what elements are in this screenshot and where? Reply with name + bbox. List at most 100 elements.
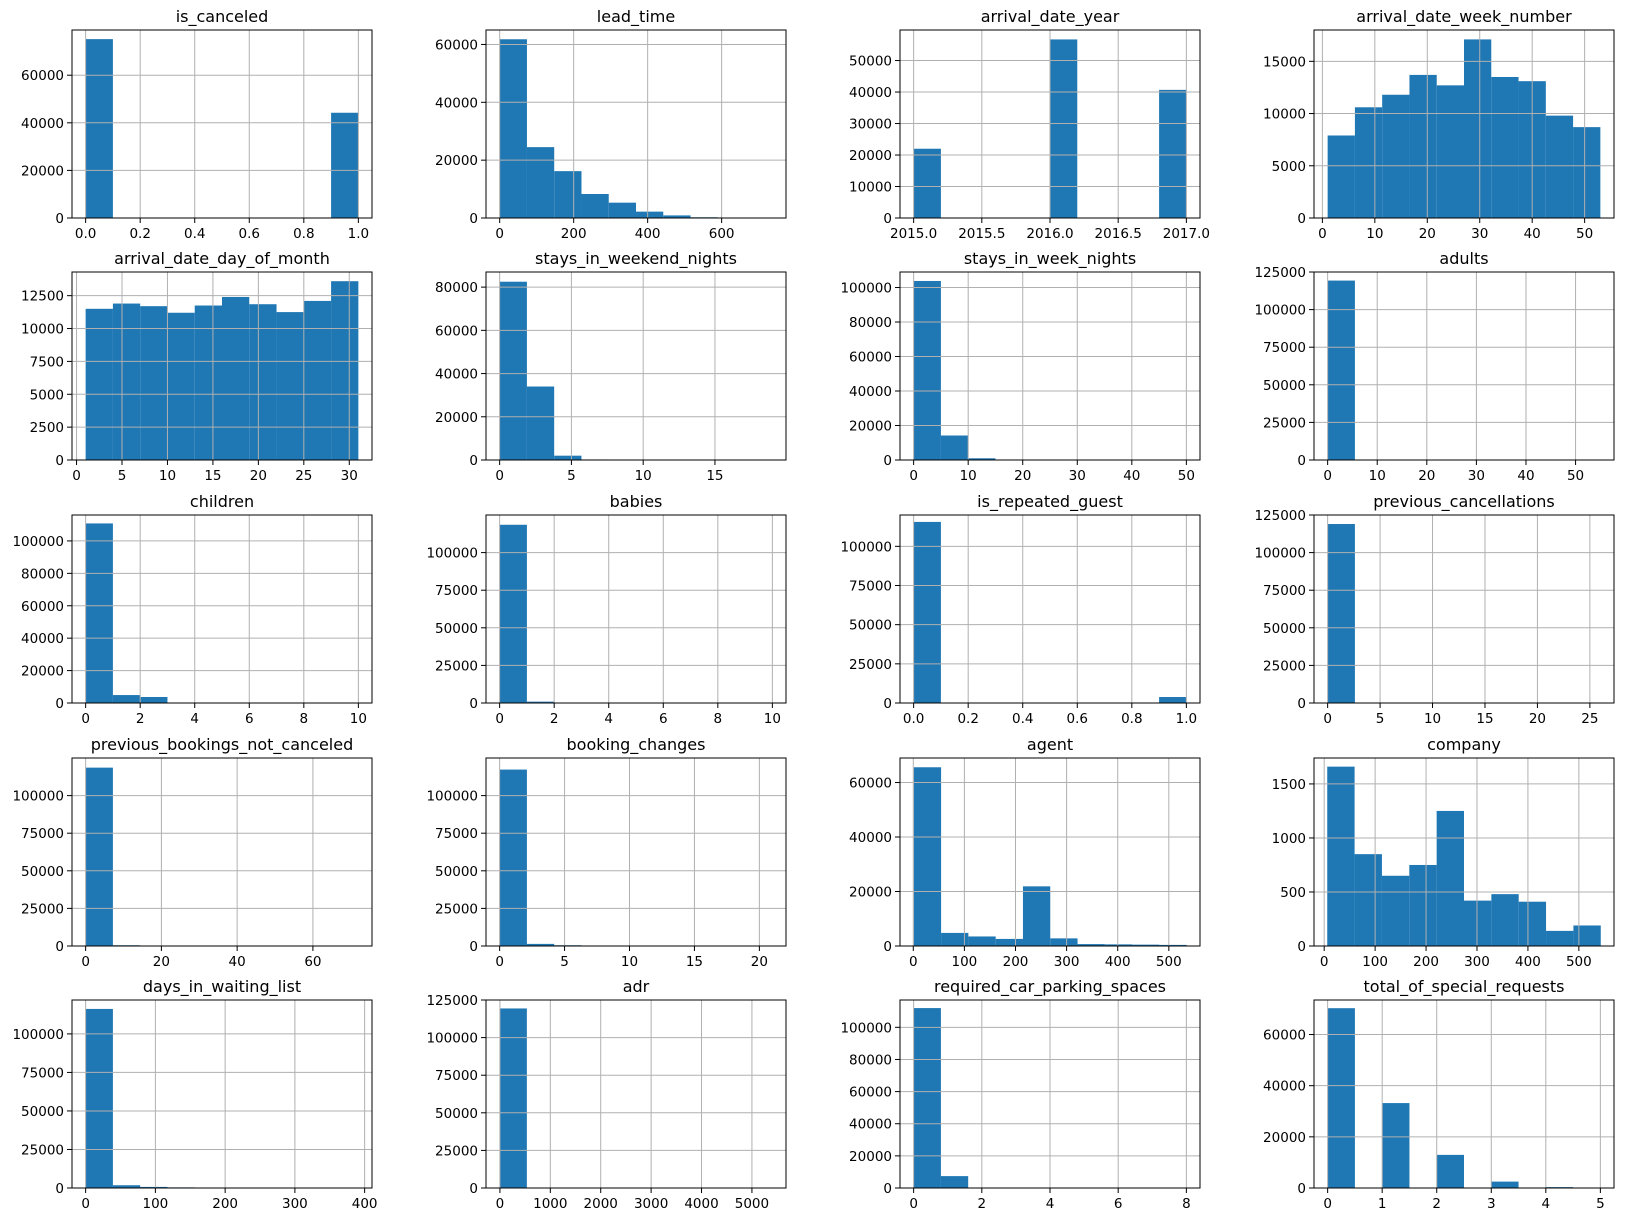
x-tick-label: 4 <box>604 711 613 727</box>
axes-frame <box>899 514 1201 704</box>
x-tick-label: 10 <box>960 468 977 484</box>
y-tick-label: 60000 <box>21 68 64 84</box>
histogram-title: required_car_parking_spaces <box>934 977 1166 997</box>
y-tick-label: 125000 <box>1254 265 1306 281</box>
y-tick-label: 100000 <box>426 789 478 805</box>
x-tick-label: 8 <box>714 711 723 727</box>
x-tick-label: 400 <box>352 1196 378 1212</box>
histogram-company: 0 100 200 300 400 500 0 500 1000 1500 company <box>1272 735 1615 970</box>
x-tick-label: 0.4 <box>1012 711 1033 727</box>
x-tick-label: 4 <box>190 711 199 727</box>
y-tick-label: 60000 <box>435 37 478 53</box>
y-tick-label: 125000 <box>426 993 478 1009</box>
histogram-title: is_canceled <box>176 7 269 27</box>
axes-frame <box>899 271 1201 461</box>
x-tick-label: 10 <box>350 711 367 727</box>
x-tick-label: 0.2 <box>957 711 978 727</box>
y-tick-label: 0 <box>1297 453 1306 469</box>
x-tick-label: 0 <box>1323 711 1332 727</box>
histogram-bar <box>1381 875 1410 946</box>
x-tick-label: 200 <box>1413 954 1439 970</box>
histogram-bar <box>1050 39 1078 219</box>
x-tick-label: 300 <box>282 1196 308 1212</box>
axes-frame <box>485 271 787 461</box>
histogram-title: stays_in_week_nights <box>964 249 1136 269</box>
x-tick-label: 5 <box>1596 1196 1605 1212</box>
y-tick-label: 60000 <box>849 1085 892 1101</box>
y-tick-label: 0 <box>883 211 892 227</box>
histogram-bar <box>1436 1154 1464 1188</box>
histogram-bar <box>140 306 168 460</box>
x-tick-label: 0.8 <box>1121 711 1142 727</box>
histogram-booking-changes: 0 5 10 15 20 0 25000 50000 75000 100000 booking_ch… <box>426 735 787 970</box>
y-tick-label: 5000 <box>30 387 64 403</box>
histogram-bar <box>112 303 141 460</box>
histogram-bar <box>1464 900 1492 946</box>
y-tick-label: 20000 <box>435 153 478 169</box>
axes-frame <box>485 999 787 1189</box>
histogram-bar <box>1464 39 1492 219</box>
y-tick-label: 20000 <box>435 410 478 426</box>
y-tick-label: 40000 <box>849 830 892 846</box>
y-tick-label: 0 <box>1297 211 1306 227</box>
histogram-stays-in-week-nights: 0 10 20 30 40 50 0 20000 40000 60000 80000 100000 st… <box>840 249 1201 484</box>
y-tick-label: 10000 <box>1263 107 1306 123</box>
histogram-bar <box>995 938 1023 946</box>
histogram-bar <box>1159 944 1187 946</box>
histogram-title: stays_in_weekend_nights <box>535 249 737 269</box>
histogram-title: previous_cancellations <box>1373 492 1554 512</box>
x-tick-label: 0 <box>81 711 90 727</box>
x-tick-label: 50 <box>1178 468 1195 484</box>
x-tick-label: 8 <box>1182 1196 1191 1212</box>
histogram-bar <box>1546 930 1574 946</box>
histogram-bar <box>85 1008 113 1188</box>
histogram-bar <box>276 312 304 460</box>
x-tick-label: 5 <box>118 468 127 484</box>
x-tick-label: 40 <box>1524 226 1541 242</box>
x-tick-label: 0 <box>495 954 504 970</box>
x-tick-label: 300 <box>1464 954 1490 970</box>
x-tick-label: 0 <box>72 468 81 484</box>
y-tick-label: 75000 <box>435 1068 478 1084</box>
histogram-bar <box>1159 697 1187 703</box>
histogram-bar <box>1409 74 1437 218</box>
y-tick-label: 80000 <box>849 1052 892 1068</box>
histogram-bar <box>1132 944 1160 946</box>
y-tick-label: 40000 <box>849 1117 892 1133</box>
x-tick-label: 1 <box>1378 1196 1387 1212</box>
x-tick-label: 15 <box>706 468 723 484</box>
histogram-bar <box>499 39 527 219</box>
histogram-bar <box>1104 944 1133 946</box>
y-tick-label: 0 <box>55 696 64 712</box>
x-tick-label: 2015.5 <box>958 226 1005 242</box>
histogram-bar <box>1354 854 1382 946</box>
histogram-bar <box>913 280 941 460</box>
y-tick-label: 75000 <box>21 826 64 842</box>
x-tick-label: 3 <box>1487 1196 1496 1212</box>
x-tick-label: 2 <box>1432 1196 1441 1212</box>
histogram-bar <box>913 521 941 703</box>
y-tick-label: 0 <box>1297 1181 1306 1197</box>
histogram-title: adults <box>1439 249 1488 268</box>
x-tick-label: 400 <box>1515 954 1541 970</box>
histogram-bar <box>85 39 113 219</box>
histogram-bar <box>1573 925 1601 946</box>
histogram-bar <box>1436 810 1464 946</box>
x-tick-label: 40 <box>1123 468 1140 484</box>
y-tick-label: 50000 <box>849 54 892 70</box>
histogram-agent: 0 100 200 300 400 500 0 20000 40000 60000 agent <box>849 735 1201 970</box>
x-tick-label: 0 <box>1323 468 1332 484</box>
x-tick-label: 10 <box>635 468 652 484</box>
histogram-bar <box>526 147 555 218</box>
x-tick-label: 100 <box>1362 954 1388 970</box>
x-tick-label: 1.0 <box>1176 711 1197 727</box>
x-tick-label: 0 <box>495 226 504 242</box>
x-tick-label: 0.4 <box>184 226 205 242</box>
x-tick-label: 6 <box>1114 1196 1123 1212</box>
histogram-bar <box>112 1185 141 1188</box>
histogram-days-in-waiting-list: 0 100 200 300 400 0 25000 50000 75000 100000 days_… <box>12 977 377 1212</box>
x-tick-label: 5 <box>567 468 576 484</box>
x-tick-label: 4 <box>1542 1196 1551 1212</box>
y-tick-label: 60000 <box>1263 1028 1306 1044</box>
x-tick-label: 30 <box>1471 226 1488 242</box>
